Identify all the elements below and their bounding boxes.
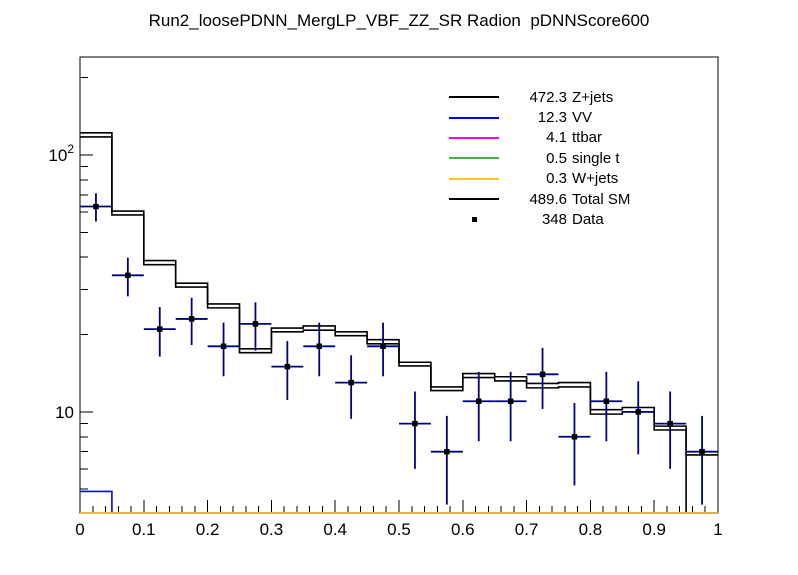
data-point-marker xyxy=(316,343,322,350)
data-point-marker xyxy=(476,398,482,404)
data-point-marker xyxy=(635,409,641,415)
chart-title: Run2_loosePDNN_MergLP_VBF_ZZ_SR Radion p… xyxy=(148,11,650,30)
legend-entry-text: 12.3 VV xyxy=(527,109,592,126)
legend-entry-ttbar: 4.1 ttbar xyxy=(449,128,719,148)
legend-entry-label: W+jets xyxy=(572,170,619,188)
legend-entry-label: VV xyxy=(572,109,593,127)
legend-line-sample xyxy=(449,136,499,139)
legend-entry-yield: 12.3 xyxy=(537,109,567,127)
y-tick-label: 102 xyxy=(48,142,74,165)
data-point-marker xyxy=(539,371,546,378)
x-tick-label: 0.8 xyxy=(579,520,603,539)
legend-entry-text: 0.3 W+jets xyxy=(527,170,618,187)
legend-entry-text: 4.1 ttbar xyxy=(527,129,602,146)
legend-entry-text: 348 Data xyxy=(527,211,604,228)
legend-line xyxy=(449,96,499,99)
legend-line xyxy=(449,198,499,201)
legend-entry-yield: 489.6 xyxy=(529,190,567,208)
legend-line-sample xyxy=(449,116,499,119)
data-point-marker xyxy=(571,434,578,440)
x-tick-label: 0.9 xyxy=(642,520,666,539)
legend-entry-z-jets: 472.3 Z+jets xyxy=(449,87,719,107)
legend-entry-yield: 0.3 xyxy=(546,170,567,188)
legend-entry-yield: 472.3 xyxy=(529,88,567,106)
data-point-marker xyxy=(252,321,259,327)
legend-entry-data: 348 Data xyxy=(449,209,719,229)
x-tick-label: 0.2 xyxy=(196,520,220,539)
data-point-marker xyxy=(284,363,291,370)
legend-entry-text: 0.5 single t xyxy=(527,149,620,167)
legend-data-marker-icon xyxy=(471,217,477,223)
legend-line-sample xyxy=(449,157,499,160)
x-tick-label: 0.5 xyxy=(387,520,411,539)
legend-entry-total-sm: 489.6 Total SM xyxy=(449,189,719,209)
legend-entry-label: Data xyxy=(572,211,604,229)
x-tick-label: 0.3 xyxy=(260,520,284,539)
data-point-marker xyxy=(220,343,227,350)
data-point-marker xyxy=(507,398,514,404)
legend-entry-w-jets: 0.3 W+jets xyxy=(449,169,719,189)
legend-entry-label: Total SM xyxy=(572,190,631,208)
legend-line-sample xyxy=(449,96,499,99)
y-tick-label: 10 xyxy=(55,403,74,422)
x-tick-label: 0.1 xyxy=(132,520,156,539)
data-point-marker xyxy=(93,203,99,210)
legend-line xyxy=(449,136,499,139)
data-point-marker xyxy=(699,448,705,455)
x-tick-label: 0.4 xyxy=(323,520,347,539)
legend-entry-vv: 12.3 VV xyxy=(449,107,719,127)
legend-marker-sample xyxy=(449,217,499,223)
legend-line-sample xyxy=(449,198,499,201)
legend-entry-label: ttbar xyxy=(572,129,603,147)
legend-entry-text: 489.6 Total SM xyxy=(527,191,630,208)
x-tick-label: 0 xyxy=(75,520,84,539)
x-tick-label: 0.7 xyxy=(515,520,539,539)
legend-entry-label: Z+jets xyxy=(572,88,614,106)
data-point-marker xyxy=(125,272,131,279)
legend-line xyxy=(449,157,499,160)
x-tick-label: 0.6 xyxy=(451,520,475,539)
legend-entry-yield: 0.5 xyxy=(546,149,567,167)
legend-entry-single-t: 0.5 single t xyxy=(449,148,719,168)
data-point-marker xyxy=(412,420,418,427)
legend-entry-label: single t xyxy=(572,149,620,167)
legend-line xyxy=(449,116,499,119)
legend-entry-text: 472.3 Z+jets xyxy=(527,89,613,106)
x-tick-label: 1 xyxy=(713,520,722,539)
legend-line xyxy=(449,177,499,180)
data-point-marker xyxy=(188,316,195,322)
legend-entry-yield: 4.1 xyxy=(546,129,567,147)
data-point-marker xyxy=(444,448,450,455)
legend: 472.3 Z+jets 12.3 VV 4.1 ttbar 0.5 single t 0.3 W… xyxy=(449,87,719,230)
data-point-marker xyxy=(157,326,163,332)
data-point-marker xyxy=(603,398,610,404)
data-point-marker xyxy=(667,420,673,427)
data-point-marker xyxy=(380,343,386,350)
legend-entry-yield: 348 xyxy=(541,211,567,229)
legend-line-sample xyxy=(449,177,499,180)
data-point-marker xyxy=(348,379,354,386)
